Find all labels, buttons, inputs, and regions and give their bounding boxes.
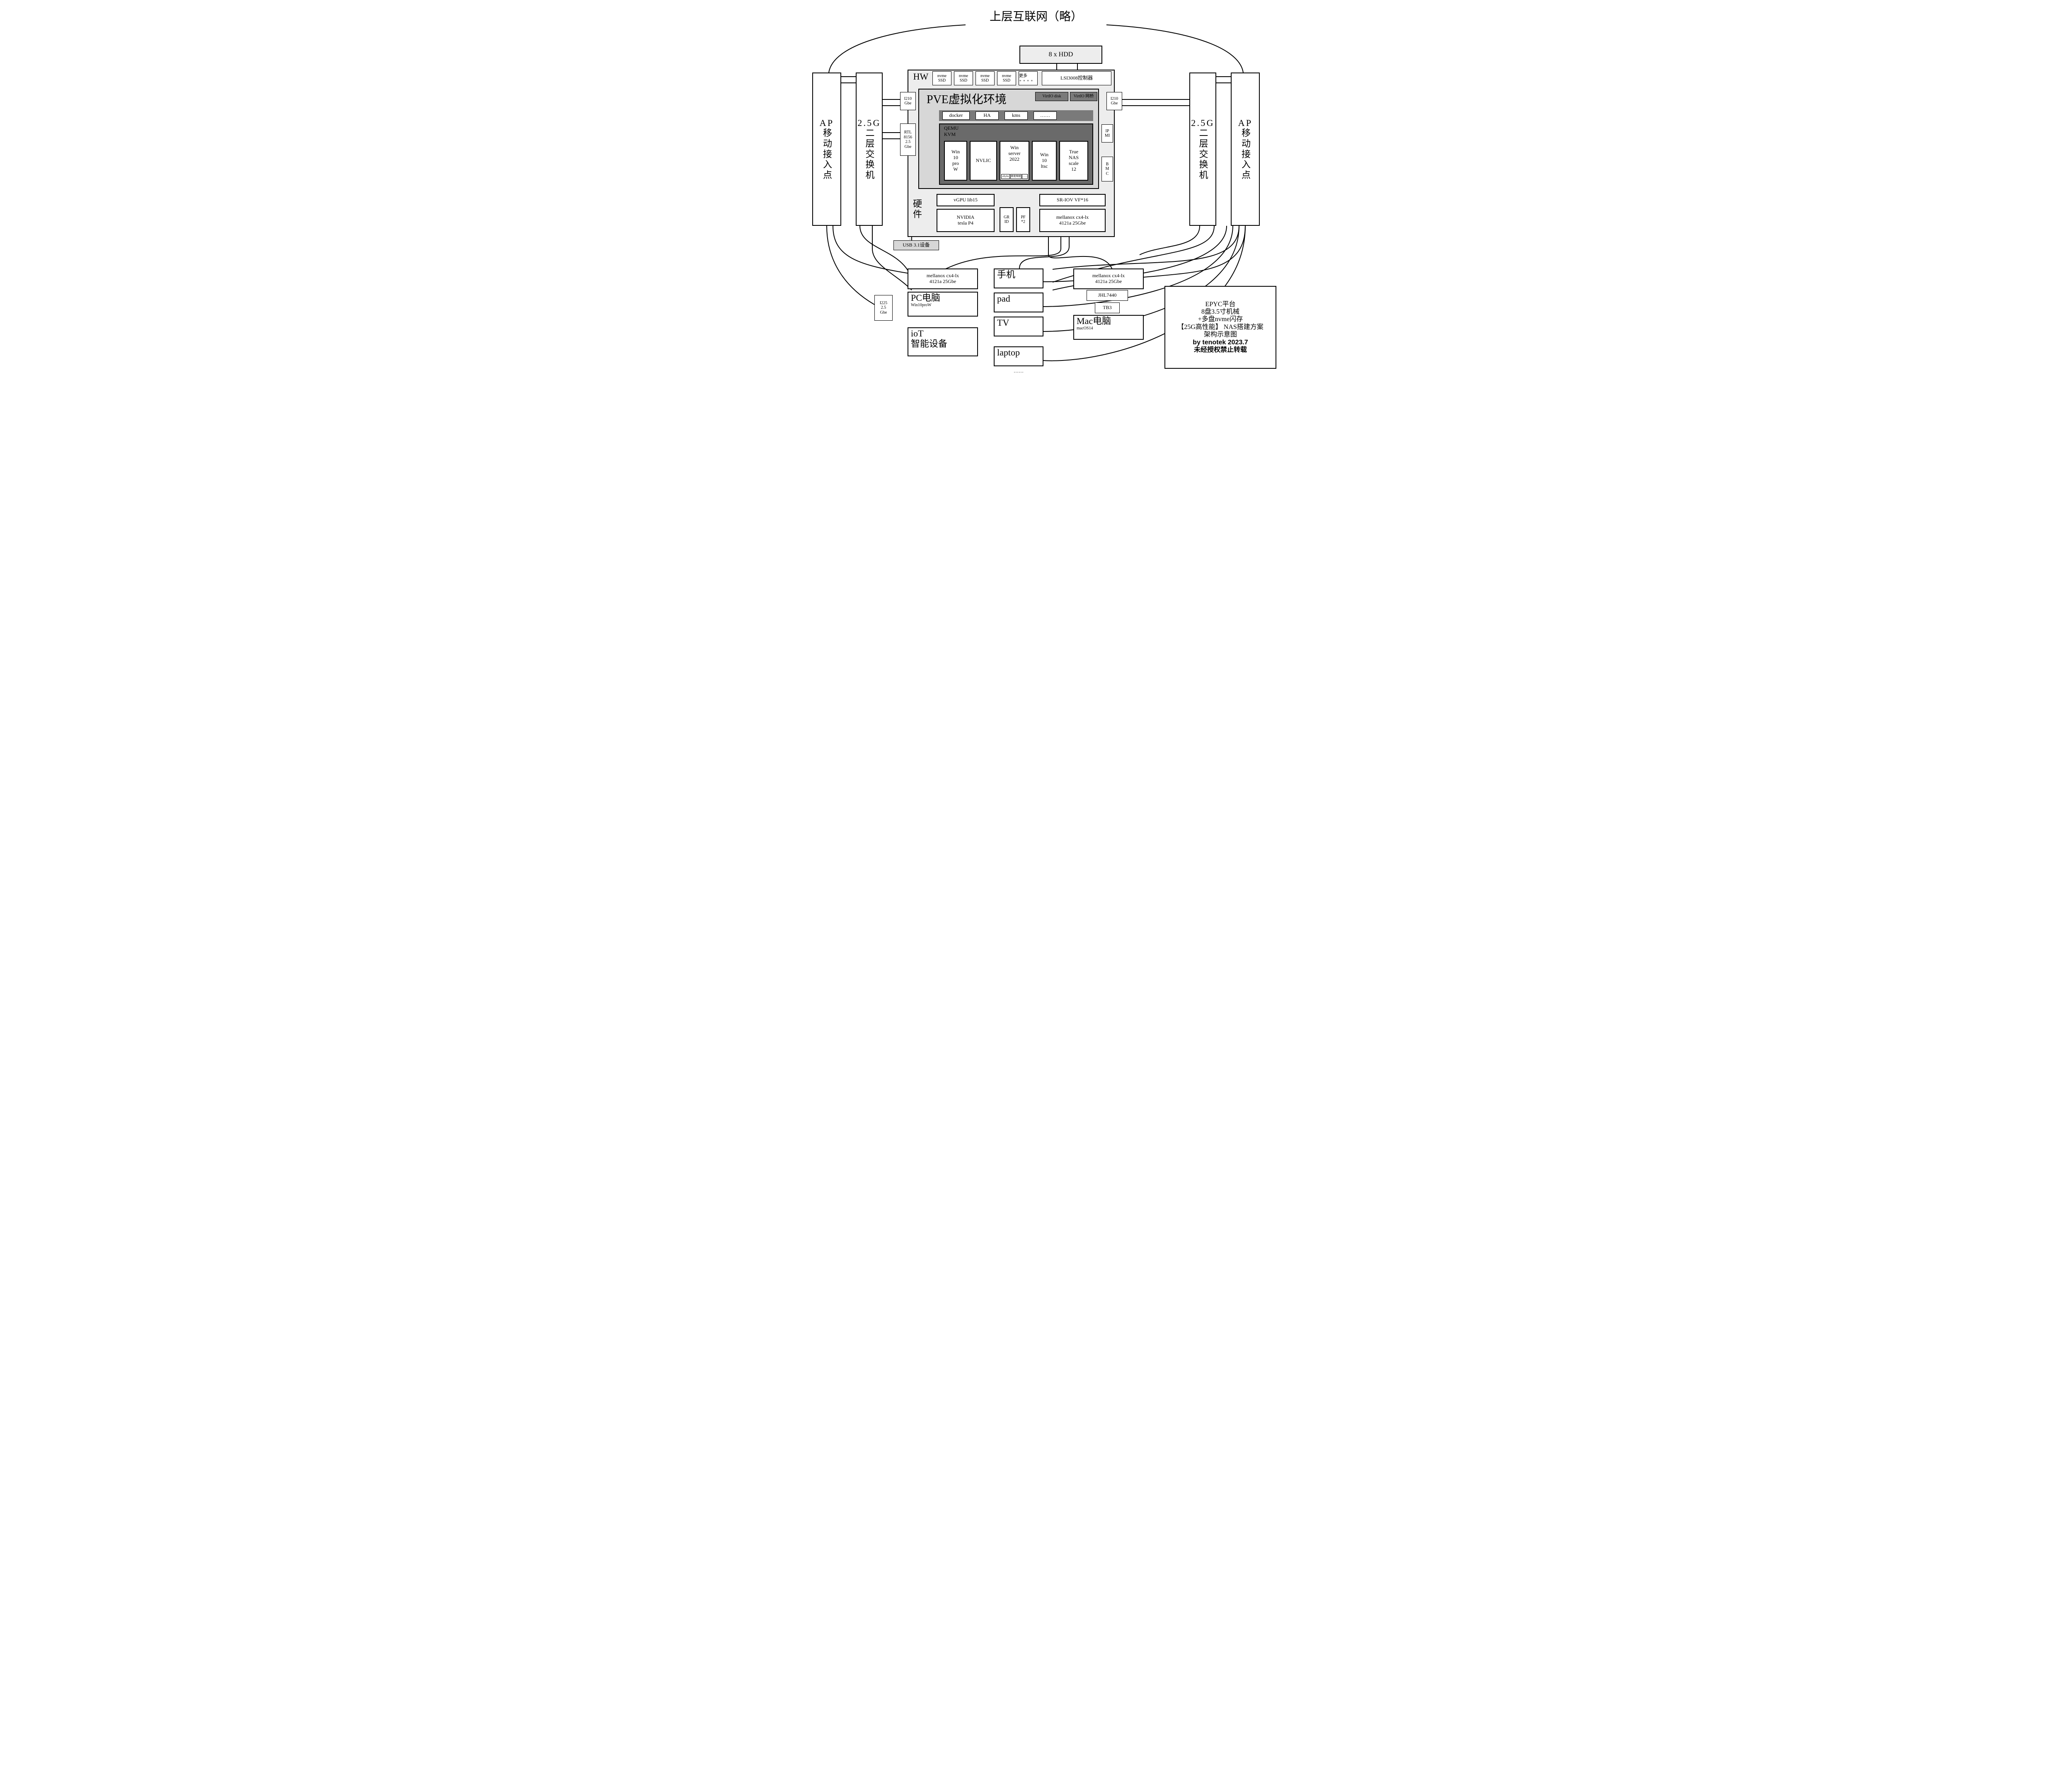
ap-right-sub: 移动接入点 bbox=[1240, 128, 1251, 181]
caption-l1: EPYC平台 bbox=[1205, 301, 1236, 308]
grid-box: GR ID bbox=[1000, 207, 1014, 232]
i210-left: I210 Gbe bbox=[900, 92, 916, 110]
clients-etc: …… bbox=[994, 368, 1043, 374]
pc-box: PC电脑 Win10proW bbox=[908, 292, 978, 317]
sriov-vf: SR-IOV VF*16 bbox=[1039, 194, 1106, 206]
vm-winserver: Win server 2022 ellyfin 家庭相册 …… bbox=[1000, 141, 1029, 181]
header-title: 上层互联网（略） bbox=[787, 7, 1285, 24]
nvme-ssd-1: nvme SSD bbox=[932, 71, 951, 85]
ap-left-sub: 移动接入点 bbox=[822, 128, 832, 181]
nvme-more-label: 更多 bbox=[1019, 74, 1027, 79]
laptop-box: laptop bbox=[994, 346, 1043, 366]
mellanox-mac: mellanox cx4-lx 4121a 25Gbe bbox=[1073, 268, 1144, 289]
i210-right: I210 Gbe bbox=[1106, 92, 1122, 110]
switch-right: 2.5G二层交换机 bbox=[1189, 73, 1216, 226]
mac-sub: macOS14 bbox=[1077, 326, 1093, 331]
tb3: TB3 bbox=[1095, 302, 1120, 313]
pc-sub: Win10proW bbox=[911, 303, 932, 308]
switch-left-label: 2.5G bbox=[857, 118, 881, 128]
vm-winserver-label: Win server 2022 bbox=[1008, 145, 1020, 162]
lsi-controller: LSI3008控制器 bbox=[1042, 71, 1111, 85]
ipmi: IP MI bbox=[1101, 124, 1113, 143]
pad-box: pad bbox=[994, 293, 1043, 312]
jhl7440: JHL7440 bbox=[1087, 290, 1128, 301]
i225-nic: I225 2.5 Gbe bbox=[874, 295, 893, 321]
vm-ws-sub2: 家庭相册 bbox=[1010, 174, 1021, 179]
mellanox-main: mellanox cx4-lx 4121a 25Gbe bbox=[1039, 209, 1106, 232]
svc-kms: kms bbox=[1005, 111, 1028, 120]
tv-box: TV bbox=[994, 317, 1043, 336]
bmc: B M C bbox=[1101, 157, 1113, 181]
nvme-ssd-3: nvme SSD bbox=[975, 71, 995, 85]
svc-etc: …… bbox=[1034, 111, 1057, 120]
caption-box: EPYC平台 8盘3.5寸机械 +多盘nvme闪存 【25G高性能】 NAS搭建… bbox=[1164, 286, 1276, 369]
pf-box: PF *2 bbox=[1016, 207, 1030, 232]
svc-docker: docker bbox=[942, 111, 970, 120]
rtl8156: RTL 8156 2.5 Gbe bbox=[900, 123, 916, 156]
ap-right: AP移动接入点 bbox=[1231, 73, 1260, 226]
mac-box: Mac电脑 macOS14 bbox=[1073, 315, 1144, 340]
caption-l7: 未经授权禁止转载 bbox=[1194, 346, 1247, 354]
nvme-more: 更多 ∘∘∘∘ bbox=[1019, 71, 1038, 85]
pve-title: PVE虚拟化环境 bbox=[927, 90, 1034, 107]
vgpu-lib: vGPU lib15 bbox=[937, 194, 995, 206]
caption-l5: 架构示意图 bbox=[1204, 331, 1237, 339]
virtio-disk: VirtIO disk bbox=[1035, 92, 1068, 101]
pc-label: PC电脑 bbox=[911, 293, 940, 303]
vm-ws-sub3: …… bbox=[1022, 174, 1028, 179]
phone-box: 手机 bbox=[994, 268, 1043, 288]
switch-right-label: 2.5G bbox=[1191, 118, 1215, 128]
svc-ha: HA bbox=[975, 111, 999, 120]
nvidia-p4: NVIDIA tesla P4 bbox=[937, 209, 995, 232]
switch-left: 2.5G二层交换机 bbox=[856, 73, 883, 226]
diagram-canvas: 上层互联网（略） AP移动接入点 2.5G二层交换机 2.5G二层交换机 AP移… bbox=[787, 0, 1285, 398]
qemu-label: QEMU KVM bbox=[944, 125, 959, 138]
hw-bottom-label: 硬件 bbox=[910, 199, 923, 220]
switch-left-sub: 二层交换机 bbox=[864, 128, 875, 181]
switch-right-sub: 二层交换机 bbox=[1198, 128, 1208, 181]
nvme-ssd-2: nvme SSD bbox=[954, 71, 973, 85]
usb31: USB 3.1设备 bbox=[893, 240, 939, 250]
vm-win10prow: Win 10 pro W bbox=[944, 141, 967, 181]
vm-ws-sub1: ellyfin bbox=[1001, 174, 1010, 179]
iot-box: ioT 智能设备 bbox=[908, 327, 978, 356]
hw-label: HW bbox=[911, 71, 931, 82]
vm-nvlic: NVLIC bbox=[970, 141, 997, 181]
nvme-ssd-4: nvme SSD bbox=[997, 71, 1016, 85]
caption-l3: +多盘nvme闪存 bbox=[1198, 316, 1243, 323]
mellanox-pc: mellanox cx4-lx 4121a 25Gbe bbox=[908, 268, 978, 289]
vm-win10ltsc: Win 10 ltsc bbox=[1032, 141, 1057, 181]
caption-l2: 8盘3.5寸机械 bbox=[1201, 308, 1239, 316]
vm-truenas: True NAS scale 12 bbox=[1059, 141, 1088, 181]
ap-right-label: AP bbox=[1238, 118, 1253, 128]
caption-l4: 【25G高性能】 NAS搭建方案 bbox=[1177, 324, 1264, 331]
hdd-box: 8 x HDD bbox=[1019, 46, 1102, 64]
mac-label: Mac电脑 bbox=[1077, 316, 1111, 326]
ap-left: AP移动接入点 bbox=[812, 73, 841, 226]
virtio-bridge: VirtIO 网桥 bbox=[1070, 92, 1097, 101]
caption-l6: by tenotek 2023.7 bbox=[1193, 339, 1248, 346]
ap-left-label: AP bbox=[820, 118, 834, 128]
